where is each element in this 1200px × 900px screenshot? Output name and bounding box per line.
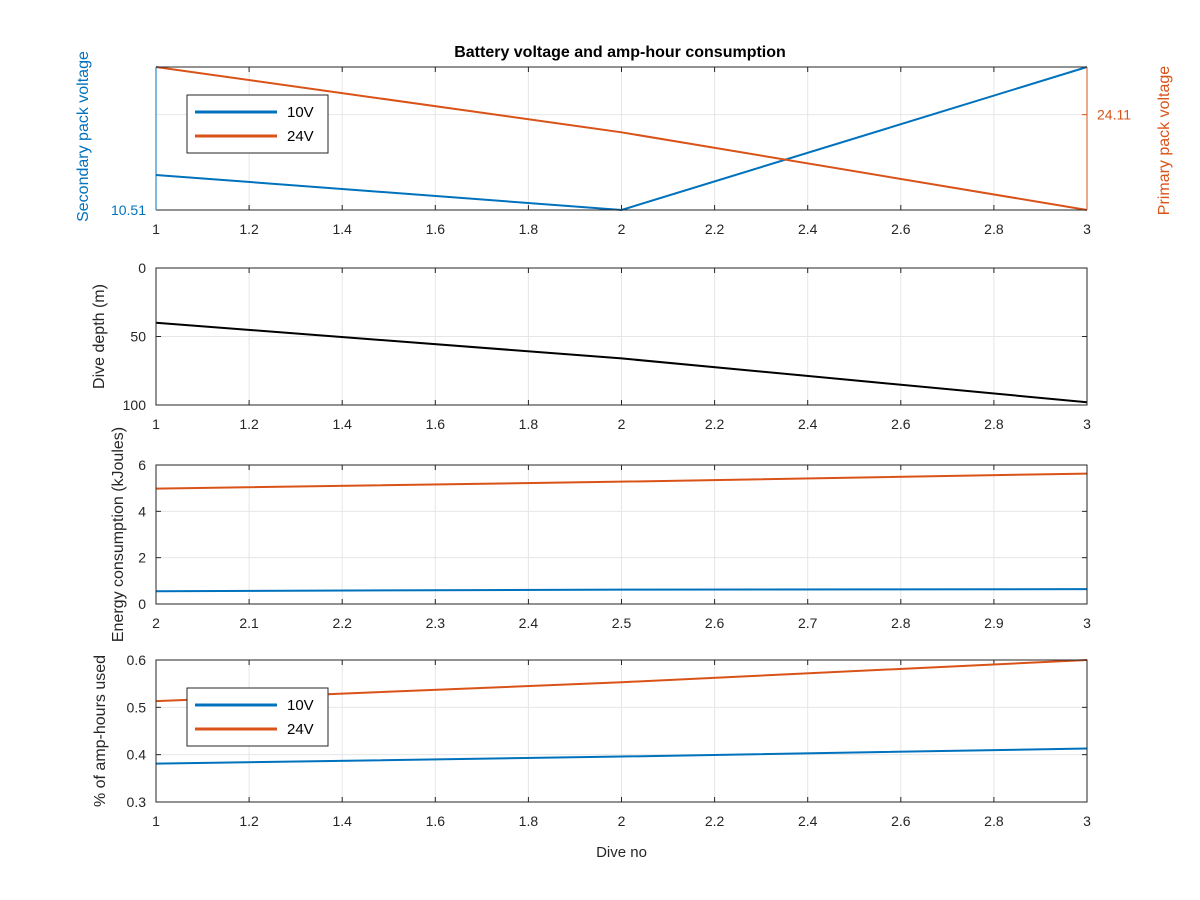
- y-tick-label: 0.5: [127, 699, 147, 715]
- x-tick-label: 2.6: [891, 221, 911, 237]
- x-tick-label: 1.2: [239, 813, 259, 829]
- x-tick-label: 3: [1083, 813, 1091, 829]
- y-axis-label: % of amp-hours used: [92, 655, 109, 807]
- x-tick-label: 2.2: [705, 416, 725, 432]
- x-tick-label: 2.8: [984, 416, 1004, 432]
- legend-label-24V: 24V: [287, 128, 314, 145]
- x-tick-label: 1.2: [239, 416, 259, 432]
- figure-title: Battery voltage and amp-hour consumption: [454, 44, 786, 61]
- series-line-24V: [155, 66, 1088, 211]
- x-tick-label: 2.1: [239, 615, 259, 631]
- x-tick-label: 2.6: [705, 615, 725, 631]
- x-tick-label: 1.6: [426, 813, 446, 829]
- series-line-1: [155, 321, 1088, 404]
- x-tick-label: 2.4: [519, 615, 539, 631]
- axis-frame: [155, 659, 1088, 803]
- x-tick-label: 2: [618, 813, 626, 829]
- legend-box: [186, 687, 329, 747]
- y-tick-label: 6: [138, 457, 146, 473]
- x-tick-label: 1.2: [239, 221, 259, 237]
- subplot-1: 1 1.2 1.4 1.6 1.8 2 2.2 2.4 2.6 2.8 3 10.51 24.11 Sec…: [75, 51, 1173, 237]
- series-line-10V: [155, 747, 1088, 765]
- x-tick-label: 2.8: [984, 221, 1004, 237]
- legend-label-24V: 24V: [287, 721, 314, 738]
- y-tick-label: 0.4: [127, 747, 147, 763]
- x-tick-label: 1.8: [519, 221, 539, 237]
- x-tick-label: 2.2: [332, 615, 352, 631]
- x-tick-label: 1.4: [332, 221, 352, 237]
- y-tick-label-left: 10.51: [111, 202, 146, 218]
- y-axis-label-left: Secondary pack voltage: [75, 51, 92, 222]
- x-tick-label: 2.3: [426, 615, 446, 631]
- x-tick-label: 1.6: [426, 416, 446, 432]
- x-tick-label: 1: [152, 221, 160, 237]
- x-tick-label: 2.9: [984, 615, 1004, 631]
- x-tick-label: 2.8: [984, 813, 1004, 829]
- axis-frame: [155, 267, 1088, 406]
- x-tick-label: 1: [152, 813, 160, 829]
- plots-container: 1 1.2 1.4 1.6 1.8 2 2.2 2.4 2.6 2.8 310.5124.11Sec…: [75, 51, 1173, 861]
- x-tick-label: 2.4: [798, 416, 818, 432]
- series-line-2: [155, 472, 1088, 490]
- x-tick-label: 1.4: [332, 813, 352, 829]
- y-tick-label: 0: [138, 260, 146, 276]
- x-tick-label: 1.8: [519, 813, 539, 829]
- axis-frame: [155, 464, 1088, 605]
- legend-box: [186, 94, 329, 154]
- x-tick-label: 1.4: [332, 416, 352, 432]
- x-tick-label: 3: [1083, 416, 1091, 432]
- x-tick-label: 1: [152, 416, 160, 432]
- x-tick-label: 1.6: [426, 221, 446, 237]
- x-tick-label: 2.8: [891, 615, 911, 631]
- x-tick-label: 2: [152, 615, 160, 631]
- x-tick-label: 2.2: [705, 221, 725, 237]
- subplot-2: 1 1.2 1.4 1.6 1.8 2 2.2 2.4 2.6 2.8 3 0 50 100 Dive de…: [91, 260, 1091, 432]
- y-axis-label: Energy consumption (kJoules): [110, 427, 127, 642]
- x-tick-label: 2: [618, 221, 626, 237]
- x-axis-label: Dive no: [596, 844, 647, 861]
- legend-label-10V: 10V: [287, 697, 314, 714]
- y-tick-label: 2: [138, 550, 146, 566]
- y-axis-label-right: Primary pack voltage: [1156, 66, 1173, 215]
- x-tick-label: 2.5: [612, 615, 632, 631]
- subplot-3: 2 2.1 2.2 2.3 2.4 2.5 2.6 2.7 2.8 2.9 30246Energy …: [110, 427, 1091, 642]
- x-tick-label: 3: [1083, 615, 1091, 631]
- y-axis-label: Dive depth (m): [91, 284, 108, 389]
- y-tick-label: 0.3: [127, 794, 147, 810]
- x-tick-label: 2.6: [891, 416, 911, 432]
- x-tick-label: 1.8: [519, 416, 539, 432]
- x-tick-label: 2.6: [891, 813, 911, 829]
- y-tick-label: 50: [130, 329, 146, 345]
- x-tick-label: 3: [1083, 221, 1091, 237]
- series-line-1: [155, 588, 1088, 593]
- y-tick-label: 0: [138, 596, 146, 612]
- legend-label-10V: 10V: [287, 104, 314, 121]
- x-tick-label: 2.2: [705, 813, 725, 829]
- subplot-4: 1 1.2 1.4 1.6 1.8 2 2.2 2.4 2.6 2.8 3 0.3 0.4 0.5 0.6%…: [92, 652, 1091, 861]
- x-tick-label: 2.4: [798, 813, 818, 829]
- y-tick-label: 4: [138, 503, 146, 519]
- y-tick-label: 0.6: [127, 652, 147, 668]
- x-tick-label: 2: [618, 416, 626, 432]
- y-tick-label-right: 24.11: [1097, 107, 1131, 123]
- x-tick-label: 2.7: [798, 615, 818, 631]
- x-tick-label: 2.4: [798, 221, 818, 237]
- y-tick-label: 100: [123, 397, 147, 413]
